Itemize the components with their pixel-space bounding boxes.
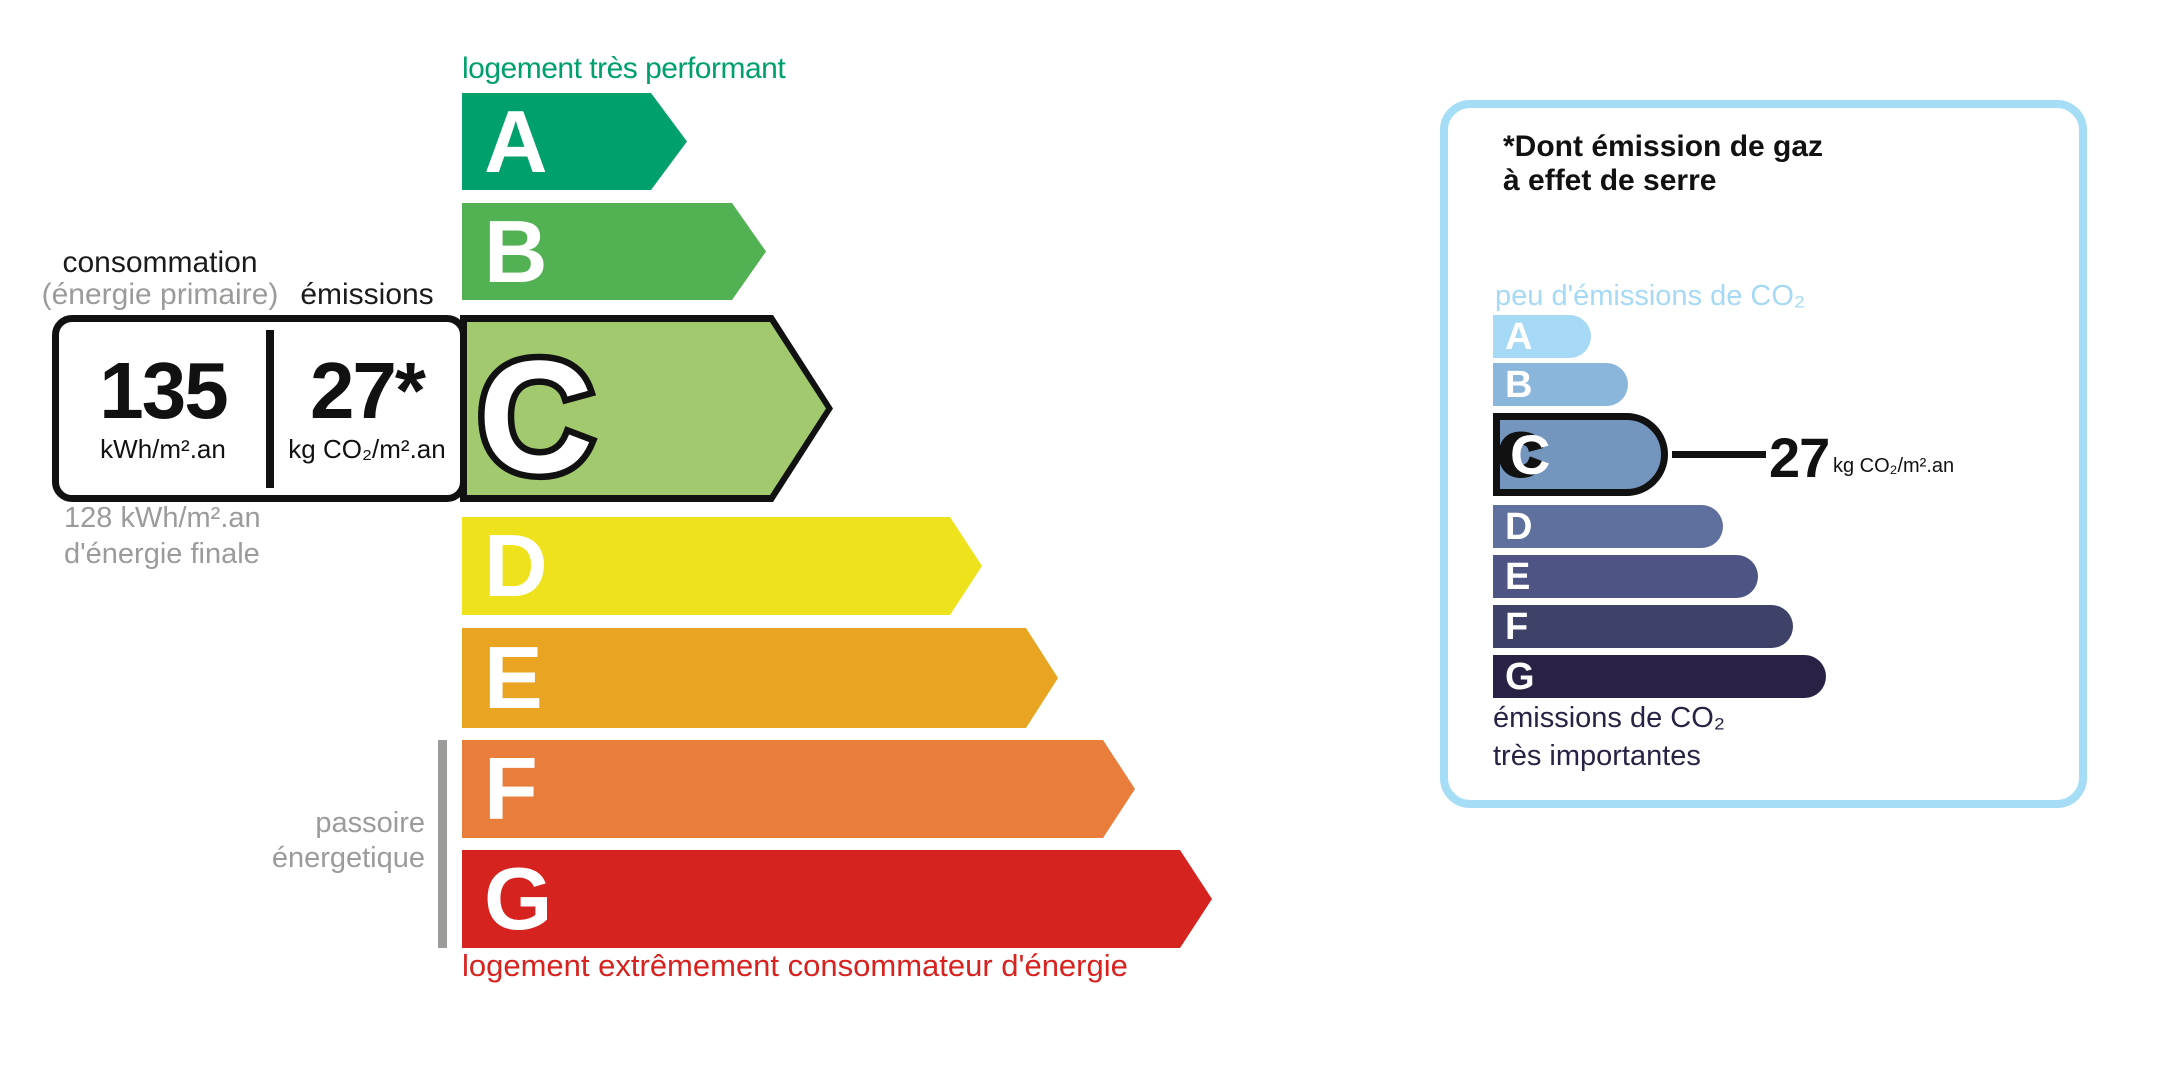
co2-class-letter-c: C — [1500, 426, 1550, 483]
consumption-value: 135 — [99, 346, 228, 435]
primary-energy-subheader: (énergie primaire) — [41, 278, 279, 311]
rating-values-box — [52, 315, 467, 502]
co2-high-emissions-line2: très importantes — [1493, 739, 1701, 772]
co2-class-bar-b: B — [1493, 363, 1628, 406]
co2-class-bar-e: E — [1493, 555, 1758, 598]
co2-class-letter-d: D — [1505, 505, 1533, 548]
bottom-consumer-label: logement extrêmement consommateur d'éner… — [462, 948, 1128, 983]
co2-class-bar-d: D — [1493, 505, 1723, 548]
rating-box-divider — [266, 330, 274, 488]
energy-class-row-a: A — [462, 93, 687, 190]
final-energy-line1: 128 kWh/m².an — [64, 502, 261, 534]
energy-class-row-b: B — [462, 203, 766, 300]
consumption-unit: kWh/m².an — [100, 434, 226, 464]
co2-value-leader-line — [1672, 451, 1766, 458]
co2-panel-title-line1: *Dont émission de gaz — [1503, 130, 1824, 163]
co2-class-bar-a: A — [1493, 315, 1591, 358]
co2-unit: kg CO₂/m².an — [1833, 455, 1955, 477]
energy-sieve-bracket — [438, 740, 447, 948]
energy-sieve-line1: passoire — [315, 807, 425, 839]
rated-class-letter: C — [478, 337, 2169, 498]
energy-sieve-line2: énergetique — [271, 841, 425, 874]
emissions-header: émissions — [300, 278, 434, 311]
energy-class-letter-d: D — [484, 516, 548, 615]
consumption-value-cell: 135 kWh/m².an — [59, 322, 267, 494]
energy-class-row-e: E — [462, 628, 1058, 728]
energy-class-letter-f: F — [484, 739, 538, 838]
final-energy-note: 128 kWh/m².an d'énergie finale — [64, 500, 261, 573]
co2-class-letter-b: B — [1505, 363, 1533, 406]
co2-panel-title-line2: à effet de serre — [1503, 163, 1717, 197]
emissions-unit: kg CO₂/m².an — [288, 434, 446, 464]
final-energy-line2: d'énergie finale — [64, 538, 260, 571]
co2-class-letter-g: G — [1505, 655, 1535, 698]
co2-class-letter-a: A — [1505, 315, 1533, 358]
co2-class-letter-e: E — [1505, 555, 1531, 598]
top-performance-label: logement très performant — [462, 52, 786, 85]
co2-emissions-panel: *Dont émission de gaz à effet de serre p… — [1440, 100, 2087, 808]
co2-high-emissions-line1: émissions de CO₂ — [1493, 702, 1726, 734]
energy-class-letter-e: E — [484, 628, 543, 727]
co2-class-bar-c: C — [1493, 413, 1668, 496]
energy-sieve-label: passoire énergetique — [200, 806, 425, 876]
energy-class-row-f: F — [462, 740, 1135, 838]
energy-class-row-g: G — [462, 850, 1212, 948]
co2-class-letter-f: F — [1505, 605, 1529, 648]
emissions-value: 27* — [309, 346, 426, 435]
co2-panel-title: *Dont émission de gaz à effet de serre — [1503, 130, 1823, 198]
co2-value: 27 — [1769, 426, 1830, 489]
consumption-header: consommation — [62, 246, 258, 279]
emissions-value-cell: 27* kg CO₂/m².an — [274, 322, 460, 494]
energy-class-letter-a: A — [484, 91, 548, 191]
energy-class-letter-g: G — [484, 849, 553, 948]
energy-class-row-d: D — [462, 517, 982, 615]
co2-high-emissions-label: émissions de CO₂ très importantes — [1493, 700, 1725, 775]
energy-class-letter-b: B — [484, 201, 548, 301]
co2-low-emissions-label: peu d'émissions de CO₂ — [1495, 280, 1806, 312]
co2-class-bar-f: F — [1493, 605, 1793, 648]
co2-class-bar-g: G — [1493, 655, 1826, 698]
